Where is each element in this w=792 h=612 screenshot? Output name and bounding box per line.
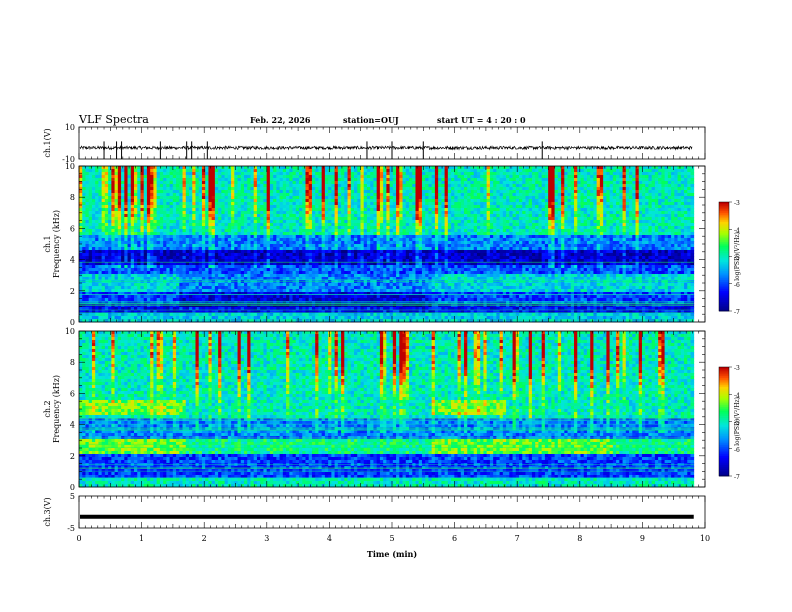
- ch2-spectrogram-colorbar-label: log(PSD)(V²/Hz): [734, 397, 741, 446]
- ch1-spectrogram-colorbar-tick-0: -3: [734, 200, 740, 207]
- ch2-spectrogram-ytick-2: 4: [70, 421, 75, 430]
- xtick-label-3: 3: [264, 534, 269, 543]
- ch1-spectrogram-colorbar: [719, 202, 732, 311]
- ch2-spectrogram-ylabel-frequency: Frequency (kHz): [52, 375, 61, 443]
- ch2-spectrogram-ylabel-channel: ch.2: [43, 400, 52, 417]
- ch1-spectrogram-ylabel-frequency: Frequency (kHz): [52, 210, 61, 278]
- vlf-figure: 10-10ch.1(V)0246810ch.1 Frequency (kHz)-3…: [0, 0, 792, 612]
- ch1-spectrogram-ytick-0: 0: [70, 318, 75, 327]
- ch1-spectrogram-ylabel-channel: ch.1: [43, 235, 52, 252]
- ch3-ytick-bottom: -5: [67, 524, 75, 533]
- ch1-spectrogram-ytick-1: 2: [70, 287, 75, 296]
- xtick-label-0: 0: [76, 534, 81, 543]
- ch1-waveform-trace: [80, 146, 692, 149]
- ch2-spectrogram-ytick-3: 6: [70, 389, 75, 398]
- ch1-spectrogram-colorbar-tick-4: -7: [734, 309, 740, 316]
- ch1-spectrogram-ytick-3: 6: [70, 224, 75, 233]
- ch2-spectrogram-colorbar-tick-4: -7: [734, 474, 740, 481]
- ch2-spectrogram-colorbar-tick-3: -6: [734, 447, 740, 454]
- xtick-label-2: 2: [202, 534, 207, 543]
- xtick-label-4: 4: [327, 534, 332, 543]
- xtick-label-1: 1: [139, 534, 144, 543]
- xtick-label-6: 6: [452, 534, 457, 543]
- time-axis-label: Time (min): [367, 549, 417, 559]
- ch2-spectrogram-colorbar-tick-0: -3: [734, 365, 740, 372]
- ch1-spectrogram-colorbar-label: log(PSD)(V²/Hz): [734, 232, 741, 281]
- ch1-spectrogram-ytick-5: 10: [65, 162, 75, 171]
- ch3-ytick-top: 5: [70, 492, 75, 501]
- xtick-label-9: 9: [640, 534, 645, 543]
- ch3-waveform-ylabel: ch.3(V): [43, 497, 52, 526]
- ch1-spectrogram-ytick-4: 8: [70, 193, 75, 202]
- ch2-spectrogram-ytick-5: 10: [65, 327, 75, 336]
- ch3-waveform-xticks: [79, 496, 705, 528]
- ch2-spectrogram: [79, 331, 705, 487]
- ch2-spectrogram-ytick-4: 8: [70, 358, 75, 367]
- xtick-label-8: 8: [577, 534, 582, 543]
- ch1-spectrogram: [79, 166, 705, 322]
- xtick-label-5: 5: [389, 534, 394, 543]
- ch1-ytick-top: 10: [65, 123, 75, 132]
- ch1-waveform-ylabel: ch.1(V): [43, 128, 52, 157]
- ch2-spectrogram-colorbar: [719, 367, 732, 476]
- ch1-spectrogram-colorbar-tick-3: -6: [734, 282, 740, 289]
- ch2-spectrogram-ytick-0: 0: [70, 483, 75, 492]
- ch1-spectrogram-ytick-2: 4: [70, 256, 75, 265]
- ch2-spectrogram-ytick-1: 2: [70, 452, 75, 461]
- xtick-label-7: 7: [515, 534, 520, 543]
- xtick-label-10: 10: [700, 534, 710, 543]
